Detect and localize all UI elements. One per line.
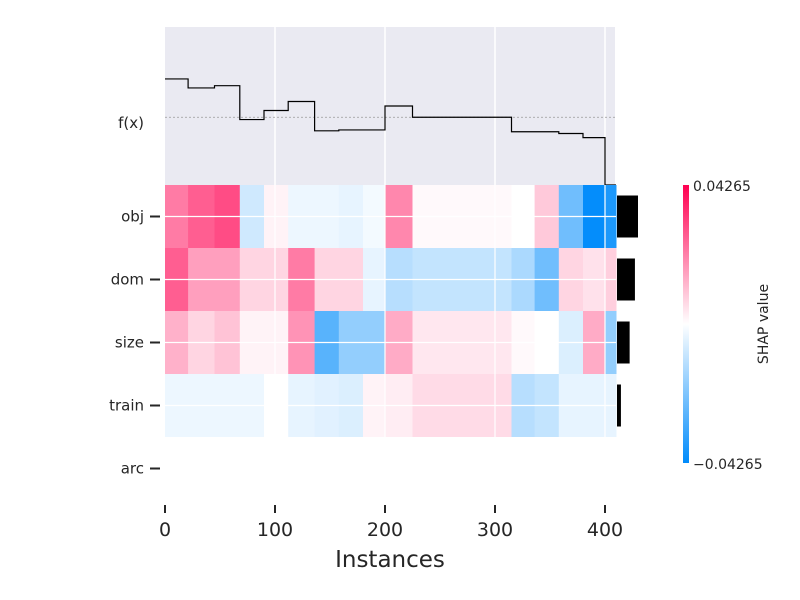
feature-label-dom: dom — [111, 271, 144, 289]
colorbar-max-label: 0.04265 — [693, 179, 751, 195]
importance-bar-dom — [617, 258, 635, 301]
x-tick-label: 400 — [587, 519, 623, 541]
colorbar: 0.04265 −0.04265 SHAP value — [683, 179, 772, 473]
fx-label: f(x) — [118, 114, 144, 132]
importance-bar-size — [617, 321, 630, 364]
feature-label-train: train — [109, 397, 144, 415]
x-axis-title: Instances — [335, 547, 445, 573]
importance-bar-train — [617, 384, 621, 427]
importance-bar-obj — [617, 195, 638, 238]
fx-line — [165, 78, 616, 186]
x-axis: 0 100 200 300 400 — [159, 505, 623, 541]
feature-label-obj: obj — [121, 208, 144, 226]
x-tick-label: 0 — [159, 519, 171, 541]
feature-label-size: size — [115, 334, 144, 352]
x-tick-label: 200 — [367, 519, 403, 541]
x-tick-label: 100 — [257, 519, 293, 541]
feature-label-arc: arc — [121, 460, 144, 478]
plot-area: f(x) obj dom size train arc 0 100 200 300 400 In… — [109, 27, 638, 573]
colorbar-gradient — [683, 185, 689, 463]
x-tick-label: 300 — [477, 519, 513, 541]
row-gridlines — [165, 185, 616, 470]
colorbar-title: SHAP value — [756, 284, 772, 364]
feature-importance-bars — [617, 195, 638, 427]
colorbar-min-label: −0.04265 — [693, 457, 763, 473]
feature-labels: obj dom size train arc — [109, 208, 160, 478]
